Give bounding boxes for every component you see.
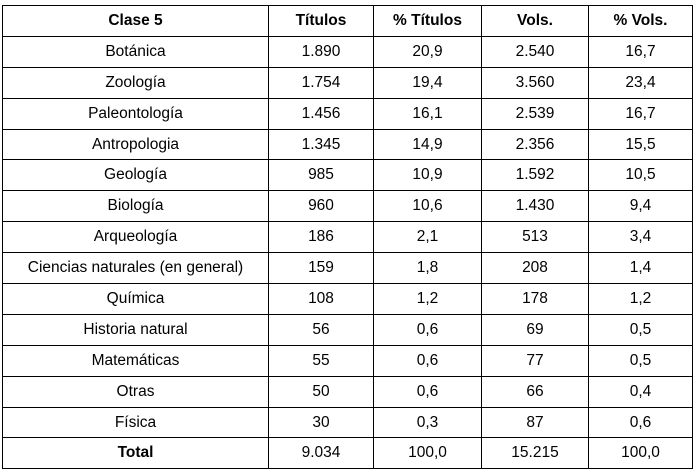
row-pct-titulos: 1,2 — [373, 283, 482, 315]
table-row: Química 108 1,2 178 1,2 — [2, 283, 693, 315]
row-pct-vols: 0,4 — [588, 375, 693, 408]
row-titulos: 186 — [268, 221, 374, 254]
row-pct-vols: 23,4 — [588, 66, 693, 99]
row-pct-vols: 0,5 — [588, 344, 693, 377]
row-vols: 3.560 — [481, 66, 589, 99]
data-table: Clase 5 Títulos % Títulos Vols. % Vols. … — [2, 5, 693, 470]
table-row: Paleontología 1.456 16,1 2.539 16,7 — [2, 97, 693, 130]
row-pct-titulos: 1,8 — [373, 252, 482, 285]
header-clase: Clase 5 — [2, 5, 269, 37]
total-pct-vols: 100,0 — [588, 437, 693, 470]
row-titulos: 1.456 — [268, 97, 374, 130]
row-pct-vols: 0,5 — [588, 313, 693, 346]
row-pct-titulos: 10,6 — [373, 190, 482, 223]
row-titulos: 159 — [268, 252, 374, 285]
row-label: Otras — [2, 375, 269, 408]
row-pct-vols: 15,5 — [588, 128, 693, 161]
header-titulos: Títulos — [268, 5, 374, 37]
row-pct-vols: 3,4 — [588, 221, 693, 254]
row-vols: 208 — [481, 252, 589, 285]
row-titulos: 108 — [268, 283, 374, 315]
total-row: Total 9.034 100,0 15.215 100,0 — [2, 437, 693, 470]
table-row: Ciencias naturales (en general) 159 1,8 … — [2, 252, 693, 285]
row-label: Paleontología — [2, 97, 269, 130]
row-vols: 178 — [481, 283, 589, 315]
row-vols: 77 — [481, 344, 589, 377]
table-row: Matemáticas 55 0,6 77 0,5 — [2, 344, 693, 377]
row-label: Biología — [2, 190, 269, 223]
row-pct-vols: 9,4 — [588, 190, 693, 223]
row-pct-titulos: 2,1 — [373, 221, 482, 254]
row-pct-titulos: 20,9 — [373, 35, 482, 68]
row-vols: 513 — [481, 221, 589, 254]
total-vols: 15.215 — [481, 437, 589, 470]
row-titulos: 55 — [268, 344, 374, 377]
row-vols: 1.592 — [481, 159, 589, 192]
row-vols: 2.540 — [481, 35, 589, 68]
row-pct-vols: 1,2 — [588, 283, 693, 315]
table-row: Física 30 0,3 87 0,6 — [2, 406, 693, 439]
row-pct-titulos: 0,6 — [373, 344, 482, 377]
total-pct-titulos: 100,0 — [373, 437, 482, 470]
table-row: Historia natural 56 0,6 69 0,5 — [2, 313, 693, 346]
header-pct-vols: % Vols. — [588, 5, 693, 37]
row-label: Ciencias naturales (en general) — [2, 252, 269, 285]
row-pct-titulos: 14,9 — [373, 128, 482, 161]
row-pct-vols: 16,7 — [588, 97, 693, 130]
header-vols: Vols. — [481, 5, 589, 37]
row-vols: 1.430 — [481, 190, 589, 223]
row-pct-titulos: 0,3 — [373, 406, 482, 439]
row-pct-vols: 0,6 — [588, 406, 693, 439]
row-pct-titulos: 0,6 — [373, 375, 482, 408]
total-label: Total — [2, 437, 269, 470]
row-titulos: 985 — [268, 159, 374, 192]
row-label: Matemáticas — [2, 344, 269, 377]
row-vols: 87 — [481, 406, 589, 439]
row-label: Antropologia — [2, 128, 269, 161]
row-pct-titulos: 0,6 — [373, 313, 482, 346]
table-row: Zoología 1.754 19,4 3.560 23,4 — [2, 66, 693, 99]
table-row: Biología 960 10,6 1.430 9,4 — [2, 190, 693, 223]
row-titulos: 1.345 — [268, 128, 374, 161]
row-titulos: 30 — [268, 406, 374, 439]
row-label: Zoología — [2, 66, 269, 99]
row-vols: 66 — [481, 375, 589, 408]
table-row: Arqueología 186 2,1 513 3,4 — [2, 221, 693, 254]
row-vols: 2.356 — [481, 128, 589, 161]
row-label: Botánica — [2, 35, 269, 68]
table-row: Antropologia 1.345 14,9 2.356 15,5 — [2, 128, 693, 161]
header-pct-titulos: % Títulos — [373, 5, 482, 37]
row-titulos: 50 — [268, 375, 374, 408]
row-vols: 2.539 — [481, 97, 589, 130]
row-pct-vols: 10,5 — [588, 159, 693, 192]
row-label: Física — [2, 406, 269, 439]
header-row: Clase 5 Títulos % Títulos Vols. % Vols. — [2, 5, 693, 37]
row-pct-vols: 1,4 — [588, 252, 693, 285]
row-titulos: 1.890 — [268, 35, 374, 68]
table-row: Geología 985 10,9 1.592 10,5 — [2, 159, 693, 192]
row-vols: 69 — [481, 313, 589, 346]
total-titulos: 9.034 — [268, 437, 374, 470]
table-row: Botánica 1.890 20,9 2.540 16,7 — [2, 35, 693, 68]
row-pct-titulos: 19,4 — [373, 66, 482, 99]
row-label: Arqueología — [2, 221, 269, 254]
row-label: Historia natural — [2, 313, 269, 346]
table-row: Otras 50 0,6 66 0,4 — [2, 375, 693, 408]
row-pct-vols: 16,7 — [588, 35, 693, 68]
row-pct-titulos: 16,1 — [373, 97, 482, 130]
row-titulos: 960 — [268, 190, 374, 223]
row-titulos: 56 — [268, 313, 374, 346]
row-label: Química — [2, 283, 269, 315]
row-titulos: 1.754 — [268, 66, 374, 99]
row-pct-titulos: 10,9 — [373, 159, 482, 192]
row-label: Geología — [2, 159, 269, 192]
